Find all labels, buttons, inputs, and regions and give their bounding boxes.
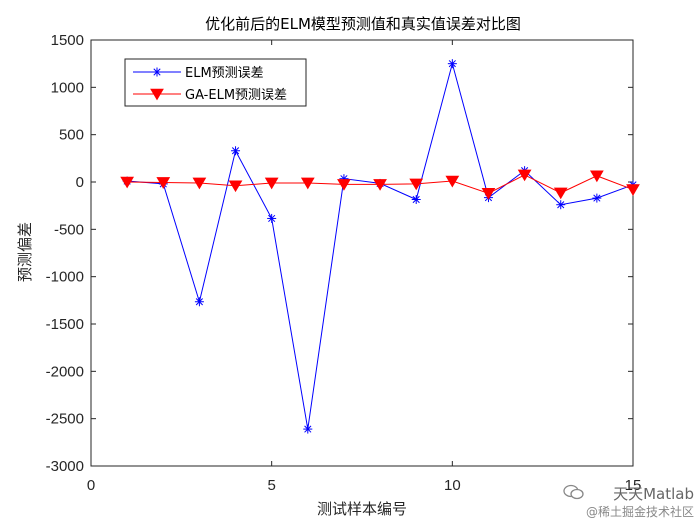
y-tick-label: -1000 — [46, 269, 84, 286]
data-point — [156, 177, 171, 189]
data-point — [409, 178, 424, 191]
data-point — [303, 424, 313, 434]
series-layer — [120, 59, 640, 434]
data-point — [553, 187, 568, 200]
data-point — [517, 169, 532, 182]
legend-box — [124, 58, 307, 107]
data-point — [337, 179, 351, 191]
y-tick-label: -500 — [54, 221, 84, 238]
data-point — [231, 146, 241, 156]
legend-marker — [150, 88, 164, 101]
x-tick-label: 5 — [267, 477, 275, 494]
legend-label: ELM预测误差 — [185, 66, 264, 81]
x-tick-label: 15 — [625, 477, 642, 494]
y-axis: 1500 1000 500 0 -500 -1000 -1500 -2000 -2500 -300… — [46, 32, 633, 475]
legend-item: ELM预测误差 — [133, 66, 264, 81]
data-point — [120, 176, 135, 189]
x-axis-title: 测试样本编号 — [317, 500, 407, 518]
data-point — [373, 179, 387, 191]
data-point — [192, 177, 207, 190]
y-tick-label: 500 — [59, 127, 84, 144]
data-point — [447, 59, 457, 69]
data-point — [592, 193, 602, 203]
data-point — [228, 180, 243, 193]
chart-title: 优化前后的ELM模型预测值和真实值误差对比图 — [205, 15, 521, 33]
legend-marker — [152, 67, 162, 77]
data-point — [264, 177, 279, 190]
y-axis-title: 预测偏差 — [16, 222, 34, 282]
data-point — [411, 195, 421, 205]
data-point — [626, 184, 640, 196]
x-tick-label: 10 — [444, 477, 461, 494]
y-tick-label: -3000 — [46, 458, 84, 475]
data-point — [445, 175, 460, 188]
y-tick-label: -2500 — [46, 411, 84, 428]
legend: ELM预测误差 GA-ELM预测误差 — [124, 58, 307, 107]
data-point — [589, 170, 604, 183]
series-2 — [120, 169, 640, 200]
x-axis: 0 5 10 15 — [87, 40, 642, 494]
data-point — [300, 177, 315, 190]
y-tick-label: -2000 — [46, 363, 84, 380]
wechat-icon — [563, 484, 584, 500]
y-tick-label: 1000 — [51, 79, 84, 96]
watermark-credit: @稀土掘金技术社区 — [585, 505, 694, 519]
y-tick-label: 0 — [76, 174, 84, 191]
data-point — [267, 213, 277, 223]
y-tick-label: 1500 — [51, 32, 84, 49]
data-point — [556, 200, 566, 210]
legend-item: GA-ELM预测误差 — [133, 88, 287, 103]
plot-area — [90, 39, 634, 467]
watermark-title: 天天Matlab — [613, 485, 694, 503]
legend-label: GA-ELM预测误差 — [185, 88, 287, 103]
x-tick-label: 0 — [87, 477, 95, 494]
y-tick-label: -1500 — [46, 316, 84, 333]
data-point — [481, 188, 496, 200]
data-point — [194, 297, 204, 307]
